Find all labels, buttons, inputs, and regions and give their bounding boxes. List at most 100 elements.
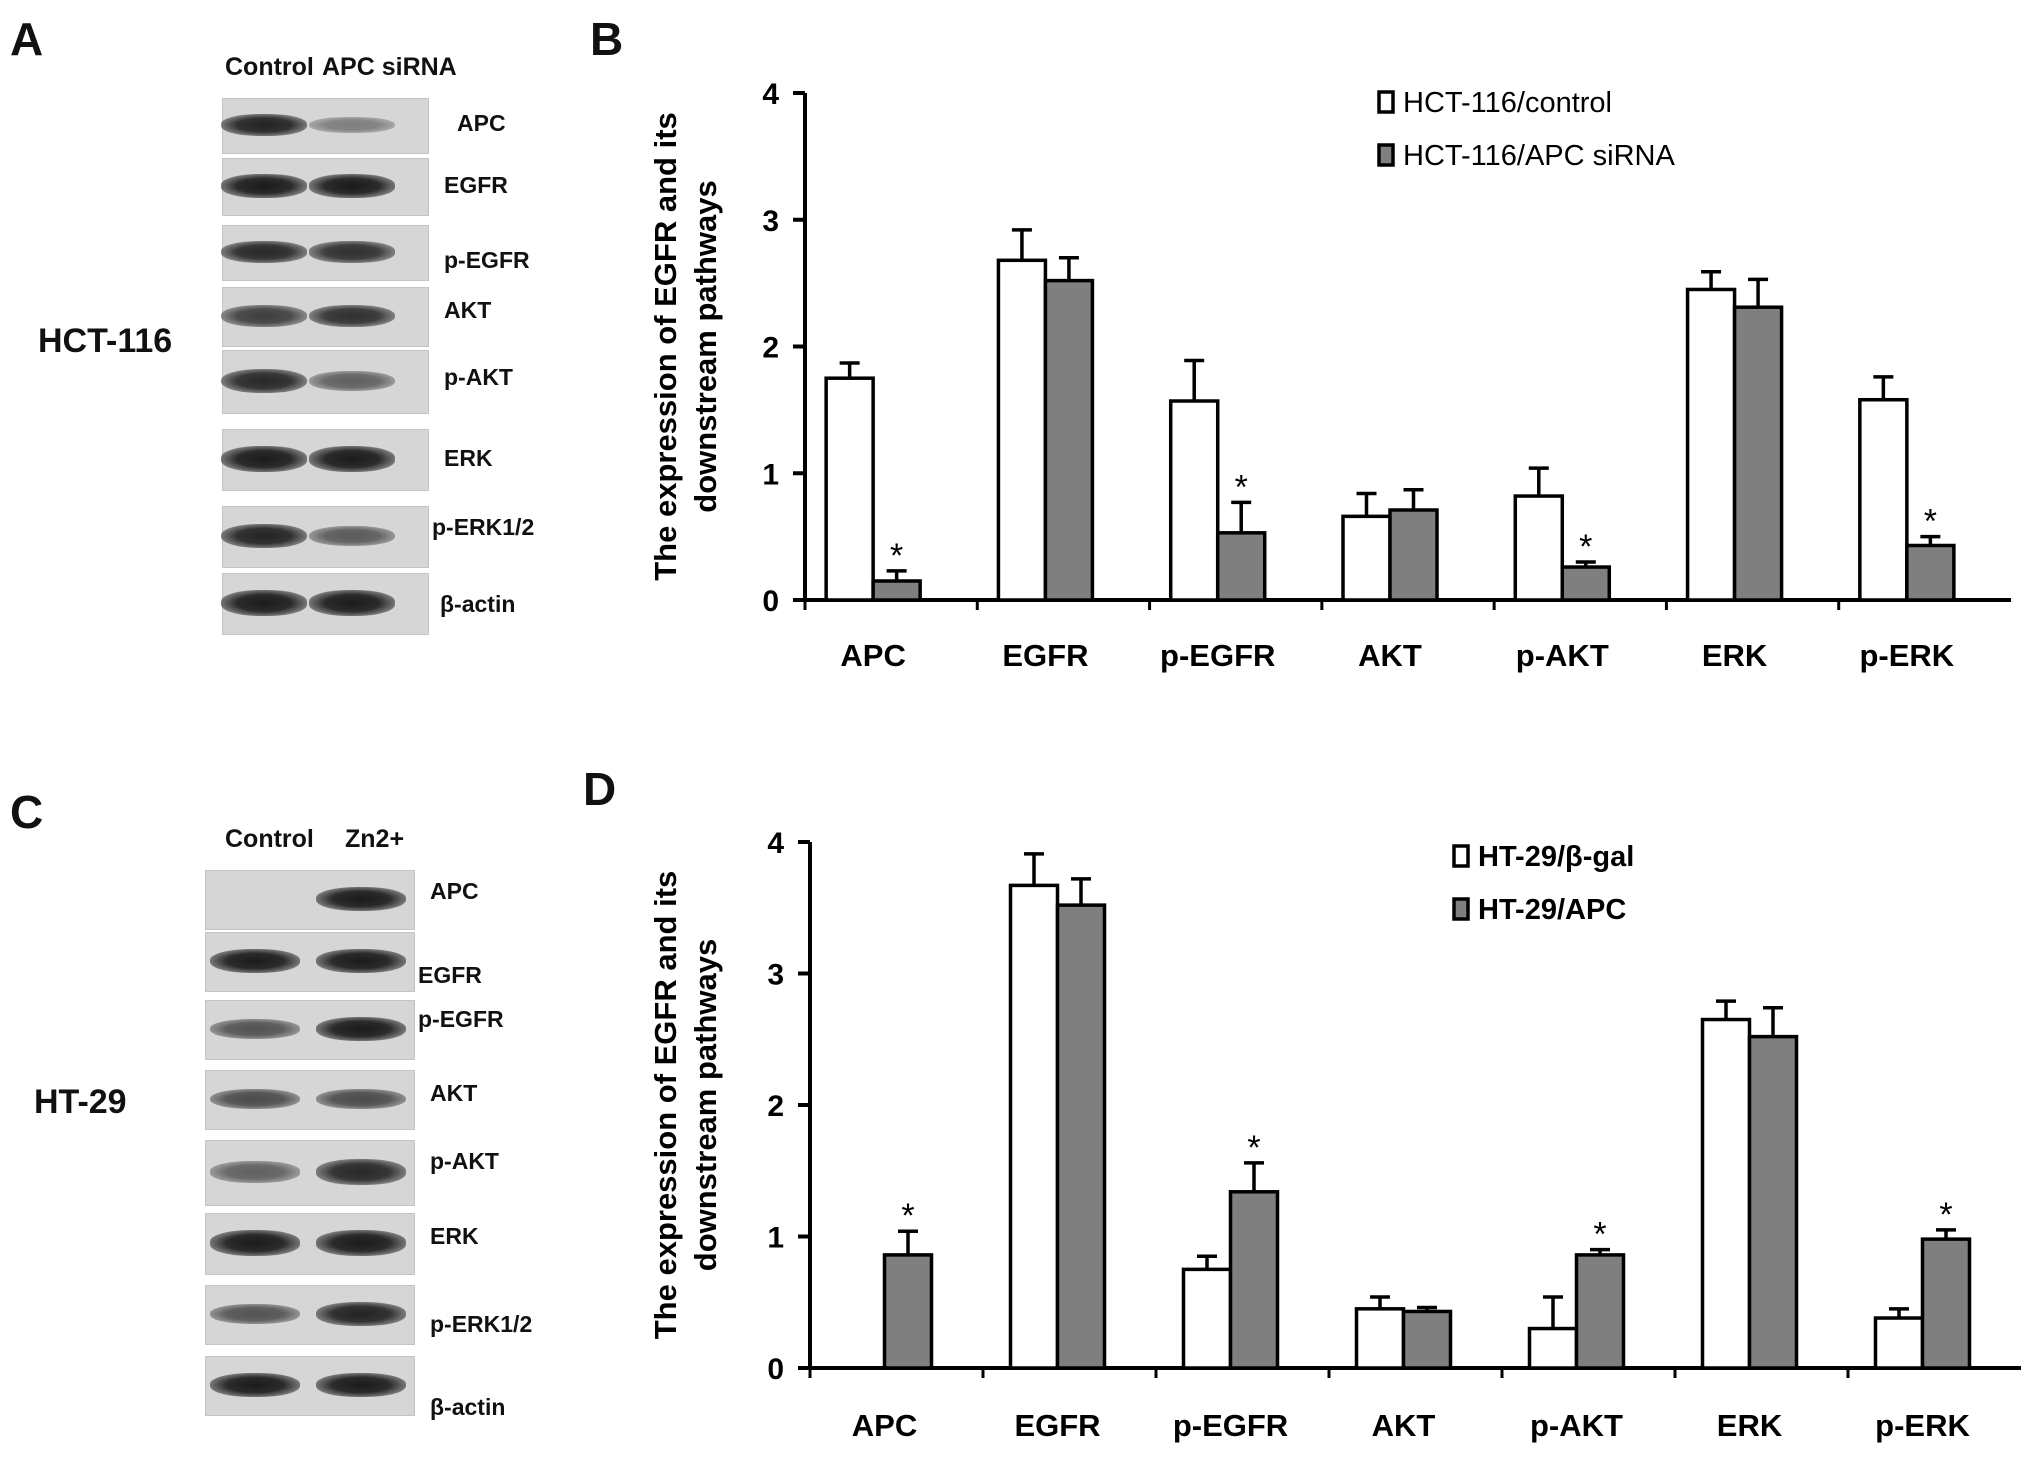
hct116-band-control (221, 446, 307, 472)
ht29-band-treated (316, 886, 406, 912)
bar-control (1858, 397, 1909, 602)
bar-control (1513, 494, 1565, 602)
hct116-band-control (221, 368, 307, 394)
legend-swatch (1377, 90, 1395, 114)
bar-treated (882, 1253, 934, 1370)
y-tick-label: 1 (762, 458, 779, 491)
cell-line-label-a: HCT-116 (38, 322, 173, 360)
legend-swatch (1377, 143, 1395, 167)
hct116-band-control (221, 241, 307, 263)
hct116-band-treated (309, 174, 395, 198)
hct116-protein-label: p-EGFR (444, 247, 530, 273)
ht29-band-control (210, 1372, 300, 1398)
panel-letter-c: C (10, 786, 44, 838)
ht29-band-control (210, 948, 300, 974)
y-tick-label: 0 (767, 1353, 784, 1386)
ht29-band-control (210, 1230, 300, 1256)
lane-header-zn2: Zn2+ (345, 825, 405, 853)
bar-control (1008, 883, 1060, 1370)
cell-line-label-c: HT-29 (34, 1083, 127, 1121)
x-tick-label: p-ERK (1875, 1408, 1970, 1443)
western-blot-a: Control APC siRNA APC EGFR p-EGFR AKT p-AKT E… (221, 53, 582, 643)
hct116-band-control (221, 113, 307, 137)
bar-treated (1560, 565, 1612, 602)
bar-treated (1215, 531, 1267, 602)
hct116-protein-label: EGFR (444, 172, 508, 198)
legend-swatch (1452, 844, 1470, 868)
ht29-protein-label: APC (430, 878, 479, 904)
hct116-band-control (221, 590, 307, 616)
y-tick-label: 3 (767, 959, 784, 992)
hct116-protein-label: ERK (444, 445, 493, 471)
y-tick-label: 2 (767, 1090, 784, 1123)
significance-marker: * (1593, 1216, 1606, 1254)
hct116-band-treated (309, 590, 395, 616)
ht29-protein-label: p-ERK1/2 (430, 1311, 533, 1337)
hct116-band-treated (309, 525, 395, 547)
x-tick-label: AKT (1358, 638, 1422, 673)
ht29-protein-label: EGFR (418, 962, 482, 988)
lane-header-control: Control (225, 825, 314, 853)
lane-header-apc-sirna: APC siRNA (322, 53, 457, 81)
ht29-protein-label: AKT (430, 1080, 478, 1106)
bar-treated (1055, 903, 1107, 1370)
y-tick-label: 4 (762, 78, 779, 111)
y-axis-label: downstream pathways (688, 939, 723, 1271)
y-tick-label: 0 (762, 585, 779, 618)
panel-letter-d: D (583, 763, 617, 815)
bar-control (1700, 1017, 1752, 1370)
ht29-band-control (210, 1161, 300, 1183)
bar-control (1181, 1267, 1233, 1370)
bar-treated (1228, 1190, 1280, 1370)
bar-chart-d: The expression of EGFR and its downstream… (648, 827, 2021, 1443)
hct116-band-treated (309, 370, 395, 392)
ht29-band-control (210, 1303, 300, 1325)
significance-marker: * (890, 537, 903, 575)
significance-marker: * (1579, 528, 1592, 566)
bar-control (1873, 1316, 1925, 1370)
y-tick-label: 4 (767, 827, 784, 860)
y-axis-label: The expression of EGFR and its (648, 112, 683, 581)
ht29-protein-label: ERK (430, 1223, 479, 1249)
hct116-band-treated (309, 241, 395, 263)
bar-treated (1905, 543, 1956, 602)
significance-marker: * (1247, 1129, 1260, 1167)
western-blot-c: Control Zn2+ APC EGFR p-EGFR AKT p-AKT ERK p-E… (205, 825, 565, 1420)
ht29-protein-label: β-actin (430, 1394, 506, 1420)
ht29-protein-label: p-AKT (430, 1148, 499, 1174)
legend-label: HCT-116/control (1403, 87, 1612, 119)
ht29-band-treated (316, 1016, 406, 1042)
x-tick-label: EGFR (1014, 1408, 1100, 1443)
hct116-band-treated (309, 446, 395, 472)
x-tick-label: ERK (1717, 1408, 1783, 1443)
panel-letter-a: A (10, 13, 44, 65)
hct116-band-treated (309, 116, 395, 134)
x-tick-label: p-ERK (1859, 638, 1954, 673)
hct116-protein-label: APC (457, 110, 506, 136)
bar-control (996, 258, 1048, 602)
y-tick-label: 3 (762, 205, 779, 238)
x-tick-label: AKT (1372, 1408, 1436, 1443)
significance-marker: * (1924, 503, 1937, 541)
hct116-band-control (221, 523, 307, 549)
y-tick-label: 1 (767, 1222, 784, 1255)
panel-letter-b: B (590, 13, 624, 65)
bar-chart-b: The expression of EGFR and its downstream… (648, 78, 2011, 673)
x-tick-label: ERK (1702, 638, 1768, 673)
significance-marker: * (1939, 1196, 1952, 1234)
x-tick-label: APC (840, 638, 905, 673)
bar-treated (871, 579, 922, 602)
bar-treated (1732, 305, 1784, 602)
legend-swatch (1452, 897, 1470, 921)
hct116-protein-label: AKT (444, 297, 492, 323)
bar-control (824, 376, 875, 602)
legend-label: HT-29/β-gal (1478, 841, 1634, 873)
bar-control (1527, 1326, 1579, 1370)
ht29-band-treated (316, 948, 406, 974)
ht29-band-treated (316, 1088, 406, 1110)
hct116-band-control (221, 305, 307, 327)
y-tick-label: 2 (762, 332, 779, 365)
legend-label: HCT-116/APC siRNA (1403, 140, 1675, 172)
x-tick-label: p-EGFR (1173, 1408, 1288, 1443)
ht29-band-treated (316, 1372, 406, 1398)
